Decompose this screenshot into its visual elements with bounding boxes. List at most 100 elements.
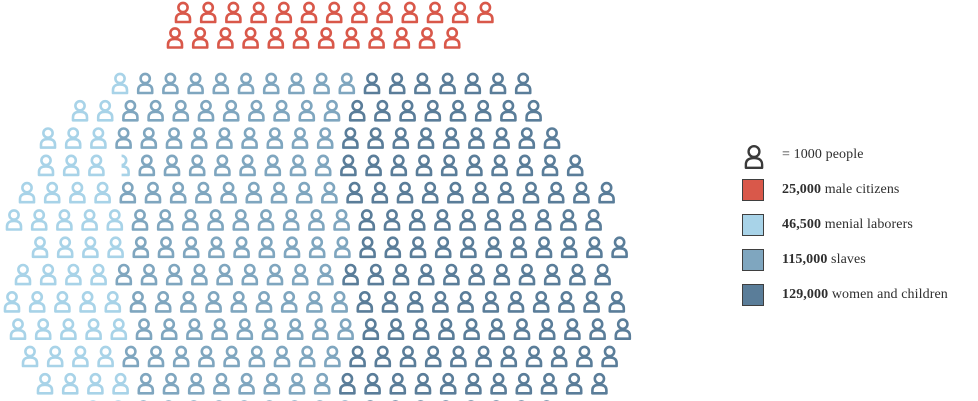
slaves-person-icon — [197, 99, 215, 122]
legend-item-women-and-children: 129,000 women and children — [740, 284, 976, 319]
menial-laborers-person-icon — [60, 318, 77, 341]
women-and-children-person-icon — [558, 290, 575, 313]
slaves-person-icon — [213, 372, 230, 395]
women-and-children-person-icon — [342, 127, 359, 149]
slaves-person-icon — [115, 127, 132, 149]
women-and-children-person-icon — [464, 72, 482, 95]
women-and-children-person-icon — [390, 154, 408, 177]
women-and-children-person-icon — [550, 345, 568, 368]
women-and-children-person-icon — [534, 209, 552, 231]
women-and-children-person-icon — [585, 209, 602, 231]
slaves-person-icon — [160, 318, 178, 341]
women-and-children-person-icon — [465, 372, 482, 395]
slaves-person-icon — [283, 236, 301, 259]
women-and-children-person-icon — [460, 236, 477, 259]
women-and-children-person-icon — [450, 345, 467, 368]
women-and-children-person-icon — [493, 263, 511, 286]
slaves-person-icon — [222, 99, 240, 122]
women-and-children-person-icon — [488, 318, 506, 341]
women-and-children-person-icon — [538, 318, 556, 341]
slaves-person-icon — [122, 345, 140, 368]
women-and-children-person-icon — [439, 72, 456, 95]
women-and-children-person-icon — [484, 209, 502, 231]
menial-laborers-person-icon — [65, 263, 82, 286]
slaves-person-icon — [165, 127, 183, 149]
menial-laborers-person-icon — [5, 209, 23, 231]
slaves-person-icon — [273, 99, 290, 122]
menial-laborers-person-icon — [36, 372, 54, 395]
menial-laborers-person-icon — [96, 99, 114, 122]
male-citizens-person-icon — [275, 1, 293, 24]
women-and-children-person-icon — [608, 290, 626, 313]
women-and-children-person-icon — [421, 181, 439, 204]
legend-item-slaves: 115,000 slaves — [740, 249, 976, 284]
women-and-children-person-icon — [363, 72, 381, 95]
slaves-person-icon — [162, 72, 179, 95]
women-and-children-person-icon — [432, 290, 449, 313]
slaves-person-icon — [187, 72, 204, 95]
male-citizens-person-icon — [267, 27, 285, 49]
slaves-person-icon — [313, 72, 330, 95]
slaves-person-icon — [195, 181, 212, 204]
male-citizens-person-icon — [401, 1, 419, 24]
slaves-person-icon — [131, 209, 149, 231]
slaves-person-icon — [261, 318, 279, 341]
women-and-children-person-icon — [342, 263, 359, 286]
women-and-children-person-icon — [601, 345, 618, 368]
women-and-children-person-icon — [594, 263, 611, 286]
women-and-children-person-icon — [463, 318, 480, 341]
legend-value: 46,500 — [782, 217, 822, 232]
slaves-person-icon — [147, 99, 164, 122]
slaves-person-icon — [239, 154, 256, 177]
slaves-person-icon — [191, 263, 208, 286]
slaves-person-icon — [264, 154, 282, 177]
women-and-children-person-icon — [510, 236, 528, 259]
slaves-person-icon — [331, 290, 348, 313]
women-and-children-person-icon — [475, 345, 492, 368]
women-and-children-person-icon — [522, 181, 540, 204]
menial-laborers-person-icon — [46, 345, 64, 368]
women-and-children-person-icon — [389, 372, 407, 395]
menial-laborers-person-icon — [14, 263, 32, 286]
women-and-children-person-icon — [358, 209, 376, 231]
slaves-person-icon — [132, 236, 150, 259]
slaves-person-icon — [162, 372, 180, 395]
menial-laborers-person-icon — [56, 209, 73, 231]
menial-laborers-person-icon — [121, 154, 130, 177]
legend-value: 129,000 — [782, 287, 829, 302]
menial-laborers-person-icon — [107, 236, 124, 259]
menial-laborers-person-icon — [71, 99, 89, 122]
women-and-children-person-icon — [576, 345, 593, 368]
menial-laborers-person-icon — [62, 154, 80, 177]
slaves-person-icon — [214, 154, 231, 177]
menial-laborers-person-icon — [34, 318, 52, 341]
women-and-children-person-icon — [367, 263, 385, 286]
slaves-person-icon — [262, 72, 280, 95]
women-and-children-person-icon — [439, 372, 457, 395]
person-icon — [743, 144, 765, 170]
slaves-person-icon — [314, 154, 332, 177]
women-and-children-person-icon — [513, 318, 531, 341]
slaves-person-icon — [238, 372, 255, 395]
slaves-person-icon — [241, 127, 258, 149]
legend-swatch — [742, 179, 764, 201]
women-and-children-person-icon — [449, 99, 467, 122]
women-and-children-person-icon — [583, 290, 600, 313]
women-and-children-person-icon — [516, 154, 534, 177]
slaves-person-icon — [233, 236, 250, 259]
women-and-children-person-icon — [466, 154, 483, 177]
slaves-person-icon — [288, 372, 306, 395]
slaves-person-icon — [295, 181, 313, 204]
slaves-person-icon — [156, 209, 174, 231]
slaves-person-icon — [334, 236, 351, 259]
women-and-children-person-icon — [472, 181, 489, 204]
menial-laborers-person-icon — [43, 181, 61, 204]
women-and-children-person-icon — [532, 290, 550, 313]
slaves-person-icon — [119, 181, 137, 204]
women-and-children-person-icon — [339, 372, 356, 395]
women-and-children-person-icon — [485, 236, 502, 259]
legend-value: 115,000 — [782, 252, 828, 267]
menial-laborers-person-icon — [37, 154, 55, 177]
legend-item-male-citizens: 25,000 male citizens — [740, 179, 976, 214]
